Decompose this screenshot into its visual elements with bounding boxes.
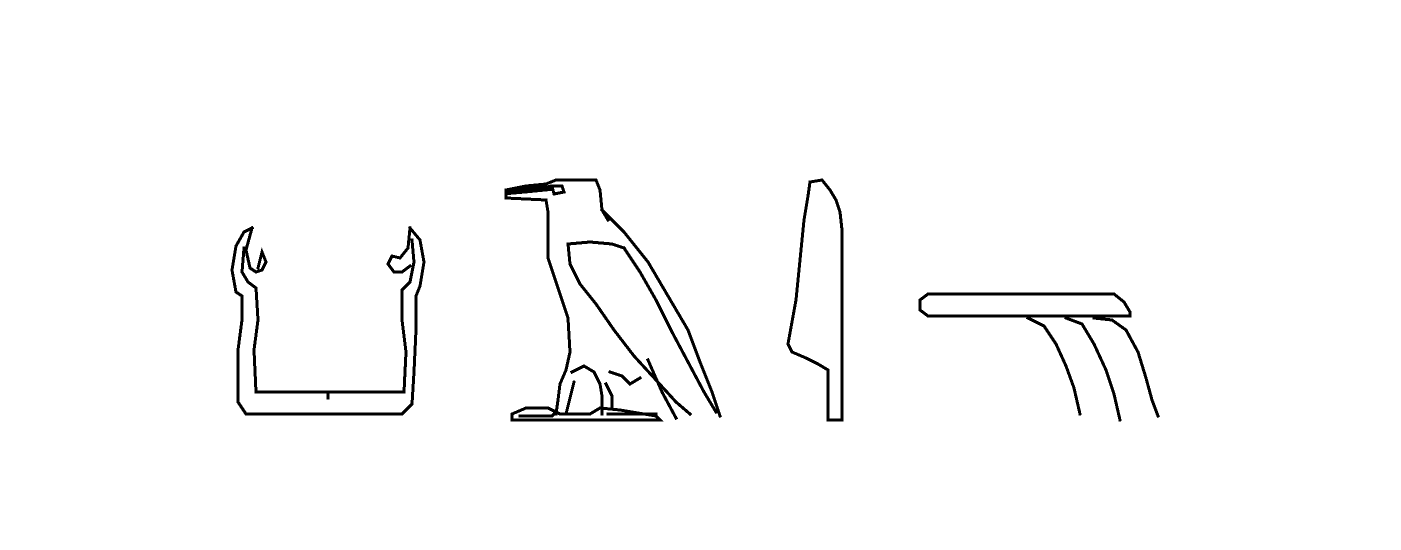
vulture-glyph-icon xyxy=(504,178,722,422)
hieroglyph-canvas xyxy=(230,178,1160,422)
ka-arms-glyph-icon xyxy=(230,225,426,416)
water-pot-glyph-icon xyxy=(918,292,1160,422)
reed-leaf-glyph-icon xyxy=(786,178,844,422)
